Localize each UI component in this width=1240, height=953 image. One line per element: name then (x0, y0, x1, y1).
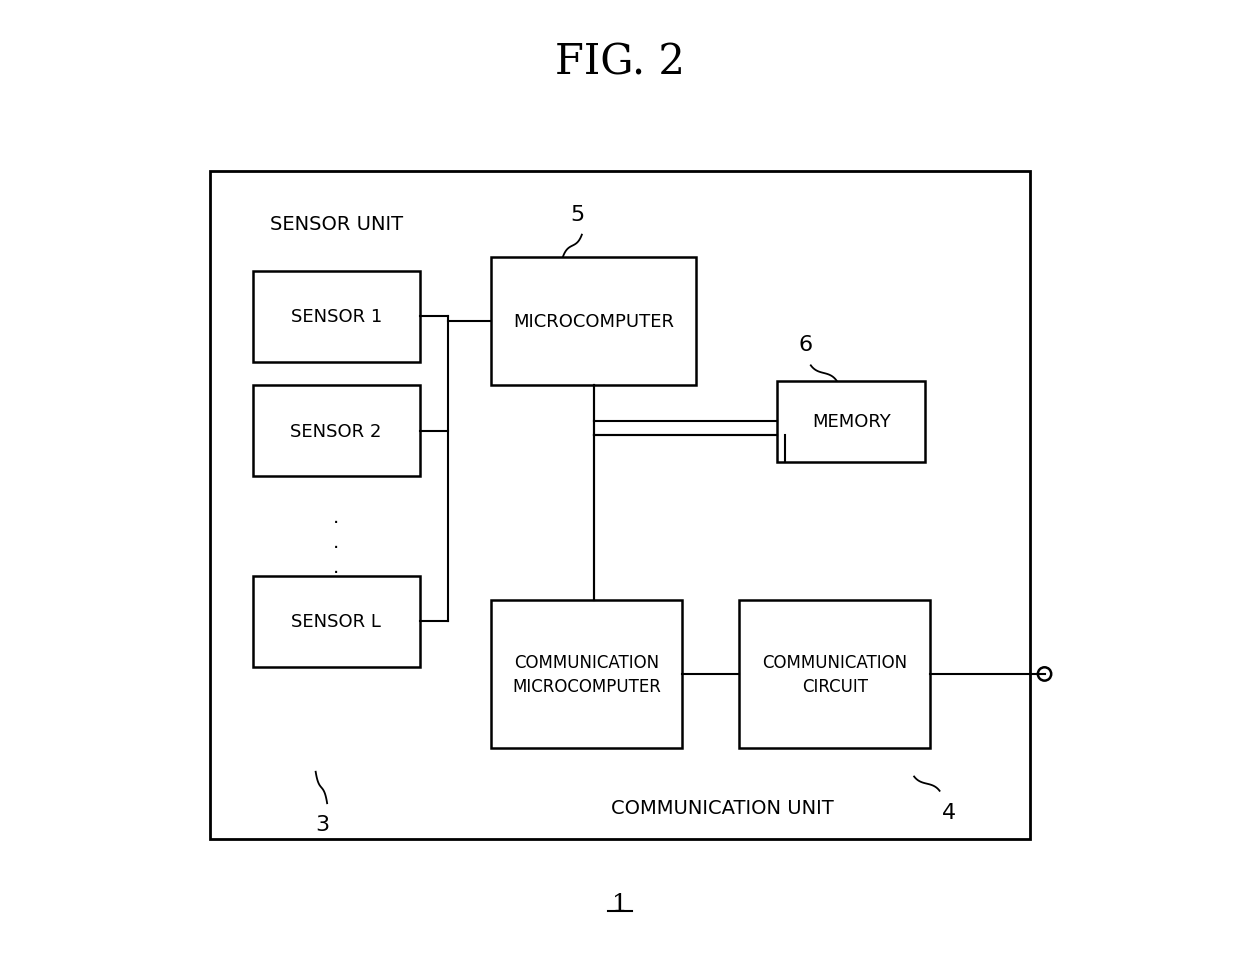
Bar (777, 381, 925, 462)
Text: COMMUNICATION UNIT: COMMUNICATION UNIT (611, 799, 835, 818)
Bar (253, 272, 419, 362)
Text: 4: 4 (942, 802, 956, 821)
Text: SENSOR 2: SENSOR 2 (290, 422, 382, 440)
Bar (210, 172, 1030, 839)
Text: MICROCOMPUTER: MICROCOMPUTER (513, 313, 675, 331)
Text: ·
·
·: · · · (334, 514, 340, 582)
Text: FIG. 2: FIG. 2 (556, 41, 684, 83)
Text: SENSOR L: SENSOR L (291, 613, 381, 631)
Bar (739, 600, 930, 748)
Text: SENSOR 1: SENSOR 1 (290, 308, 382, 326)
Text: 1: 1 (613, 892, 627, 915)
Bar (472, 486, 1011, 777)
Text: 3: 3 (315, 815, 330, 834)
Bar (253, 386, 419, 476)
Text: COMMUNICATION
CIRCUIT: COMMUNICATION CIRCUIT (763, 654, 908, 695)
Text: MEMORY: MEMORY (812, 413, 890, 431)
Text: 5: 5 (570, 205, 584, 224)
Bar (233, 248, 439, 772)
Bar (491, 257, 697, 386)
Bar (253, 577, 419, 667)
Bar (491, 600, 682, 748)
Text: SENSOR UNIT: SENSOR UNIT (269, 214, 403, 233)
Text: COMMUNICATION
MICROCOMPUTER: COMMUNICATION MICROCOMPUTER (512, 654, 661, 695)
Text: 6: 6 (799, 335, 813, 355)
